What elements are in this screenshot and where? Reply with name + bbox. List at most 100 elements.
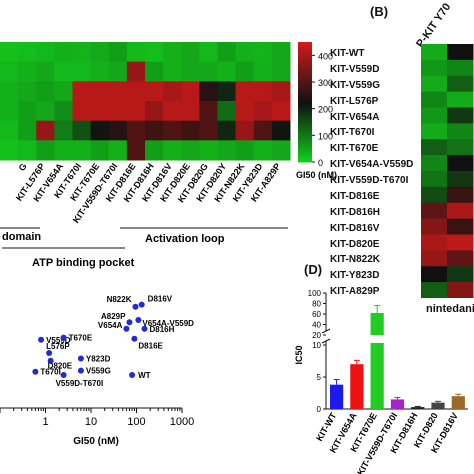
colorbar-segment [298, 146, 312, 149]
heatmap-cell [163, 61, 182, 82]
heatmap-cell [163, 140, 182, 161]
panel-b-label: (B) [370, 4, 389, 19]
heatmap-cell [253, 120, 273, 141]
heatmap-cell [18, 81, 37, 102]
scatter-point-label: D820E [48, 362, 73, 371]
colorbar-tick-label: 400 [318, 51, 333, 61]
colorbar-segment [298, 128, 312, 131]
heatmap-b-cell [421, 155, 448, 172]
colorbar-segment [298, 60, 312, 63]
colorbar-segment [298, 90, 312, 93]
colorbar-segment [298, 62, 312, 65]
heatmap-b-row-label: KIT-T670I [330, 127, 375, 139]
group-label-atp: ATP binding pocket [32, 257, 135, 269]
colorbar-segment [298, 48, 312, 51]
heatmap-b-row-label: KIT-V654A [330, 111, 380, 123]
heatmap-cell [199, 140, 218, 161]
scatter-point-label: V559G [86, 367, 111, 376]
scatter-point-label: D816V [148, 295, 173, 304]
bar-y-tick-label: 20 [312, 331, 321, 340]
heatmap-cell [54, 42, 73, 63]
heatmap-cell [54, 101, 73, 122]
heatmap-cell [36, 140, 55, 161]
scatter-point [126, 319, 133, 326]
heatmap-b-cell [421, 59, 448, 77]
colorbar-segment [298, 76, 312, 79]
scatter-point [123, 325, 130, 332]
colorbar-segment [298, 138, 312, 141]
colorbar-segment [298, 134, 312, 137]
colorbar-segment [298, 142, 312, 145]
heatmap-b-row-label: KIT-V559D [330, 63, 380, 75]
heatmap-b-row-label: KIT-T670E [330, 143, 379, 155]
heatmap-cell [72, 61, 92, 82]
heatmap-cell [0, 140, 19, 161]
colorbar-segment [298, 158, 312, 161]
heatmap-cell [72, 42, 92, 63]
heatmap-cell [271, 81, 291, 102]
panel-d-label: (D) [304, 262, 323, 277]
heatmap-b-cell [447, 250, 474, 267]
heatmap-b-cell [421, 250, 448, 267]
heatmap-cell [145, 42, 164, 63]
heatmap-cell [0, 61, 19, 82]
heatmap-cell [217, 140, 237, 161]
scatter-point-label: V559D [46, 336, 71, 345]
heatmap-cell [217, 81, 237, 102]
heatmap-cell [181, 81, 200, 102]
colorbar-segment [298, 114, 312, 117]
colorbar: 400 300 200 100 0 GI50 (nM) [296, 42, 337, 180]
scatter-point-label: Y823D [86, 355, 111, 364]
group-label-activation: Activation loop [145, 233, 225, 245]
scatter-point [47, 357, 54, 364]
heatmap-cell [108, 101, 128, 122]
colorbar-segment [298, 86, 312, 89]
bar-chart-d: 100806040201050IC50KIT-WTKIT-V654AKIT-T6… [294, 289, 468, 474]
heatmap-cell [126, 101, 146, 122]
heatmap-cell [145, 120, 164, 141]
bar-axis-break [321, 338, 331, 344]
heatmap-cell [0, 81, 19, 102]
heatmap-cell [108, 61, 128, 82]
heatmap-cell [36, 101, 55, 122]
scatter-point-label: N822K [107, 295, 132, 304]
heatmap-b-row-label: KIT-A829P [330, 286, 380, 298]
bar-axis-break [321, 328, 331, 334]
colorbar-segment [298, 102, 312, 105]
heatmap-cell [36, 42, 55, 63]
scatter-point-label: V559D-T670I [56, 379, 104, 388]
heatmap-a: GKIT-L576PKIT-V654AKIT-T670IKIT-T670EKIT… [0, 42, 291, 269]
heatmap-b-cell [421, 44, 448, 61]
colorbar-segment [298, 112, 312, 115]
colorbar-tick-label: 200 [318, 105, 333, 115]
colorbar-segment [298, 84, 312, 87]
heatmap-cell [0, 101, 19, 122]
colorbar-segment [298, 124, 312, 127]
scatter-point [32, 368, 39, 375]
heatmap-cell [217, 101, 237, 122]
colorbar-tick-label: 300 [318, 78, 333, 88]
bar-y-tick-label: 5 [317, 373, 322, 382]
bar [411, 407, 425, 409]
heatmap-cell [126, 42, 146, 63]
heatmap-cell [54, 61, 73, 82]
heatmap-b-header: P-KIT Y70 [414, 1, 454, 50]
scatter-tick-label: 1000 [170, 416, 194, 428]
scatter-tick-label: 10 [85, 416, 97, 428]
scatter-point [77, 367, 84, 374]
colorbar-segment [298, 104, 312, 107]
bar [431, 402, 445, 409]
heatmap-cell [271, 61, 291, 82]
heatmap-b-cell [421, 139, 448, 156]
colorbar-segment [298, 92, 312, 95]
heatmap-b-row-label: KIT-V654A-V559D [330, 159, 414, 171]
heatmap-b-row-label: KIT-WT [330, 48, 365, 59]
heatmap-cell [126, 61, 146, 82]
colorbar-segment [298, 72, 312, 75]
colorbar-segment [298, 94, 312, 97]
colorbar-segment [298, 100, 312, 103]
scatter-point-label: T670E [69, 334, 93, 343]
heatmap-cell [271, 120, 291, 141]
group-label-juxtamembrane: domain [2, 231, 41, 243]
heatmap-cell [199, 42, 218, 63]
